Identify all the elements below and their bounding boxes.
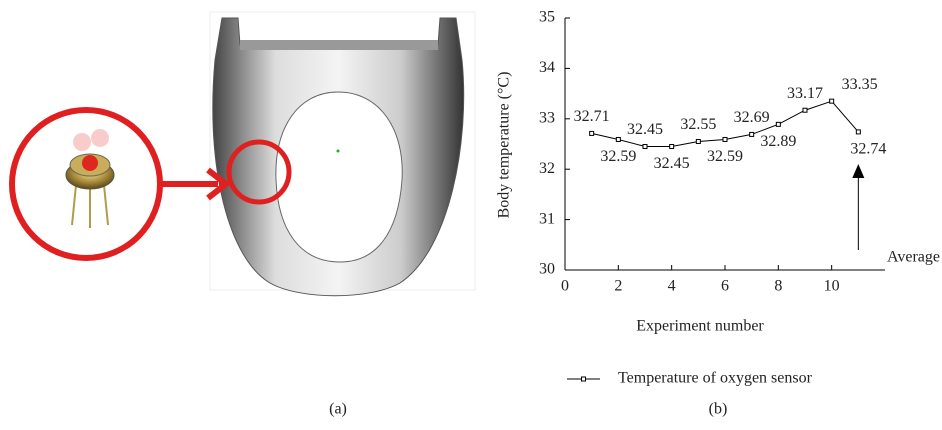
data-label: 33.35 <box>842 76 878 93</box>
y-tick-label: 33 <box>539 109 555 126</box>
y-axis-label: Body temperature (°C) <box>496 72 513 219</box>
point-marker <box>643 145 647 149</box>
illustration <box>12 12 475 296</box>
y-tick-label: 30 <box>539 261 555 278</box>
point-marker <box>856 130 860 134</box>
point-marker <box>830 99 834 103</box>
y-tick-label: 35 <box>539 9 555 26</box>
data-label: 33.17 <box>787 85 823 102</box>
figure: (a) (b) Experiment number Body temperatu… <box>0 0 942 430</box>
point-marker <box>590 131 594 135</box>
x-axis-label: Experiment number <box>636 318 764 335</box>
x-tick-label: 8 <box>774 278 782 295</box>
panel-label: (a) <box>329 401 347 418</box>
hinge <box>240 40 438 50</box>
data-label: 32.59 <box>707 148 743 165</box>
x-tick-label: 10 <box>824 278 840 295</box>
point-marker <box>803 108 807 112</box>
sensor <box>66 129 114 228</box>
x-tick-label: 4 <box>668 278 676 295</box>
y-tick-label: 32 <box>539 160 555 177</box>
data-label: 32.69 <box>734 109 770 126</box>
data-label: 32.45 <box>654 155 690 172</box>
seat-hole <box>276 92 402 262</box>
y-tick-label: 34 <box>539 59 555 76</box>
point-marker <box>696 139 700 143</box>
x-tick-label: 2 <box>614 278 622 295</box>
panel-label: (b) <box>709 401 728 418</box>
x-tick-label: 0 <box>561 278 569 295</box>
y-tick-label: 31 <box>539 210 555 227</box>
data-label: 32.45 <box>627 121 663 138</box>
data-label: 32.89 <box>760 133 796 150</box>
point-marker <box>776 122 780 126</box>
x-tick-label: 6 <box>721 278 729 295</box>
legend-label: Temperature of oxygen sensor <box>618 370 813 387</box>
data-label: 32.71 <box>574 108 610 125</box>
data-label: 32.55 <box>680 116 716 133</box>
point-marker <box>670 145 674 149</box>
annotation-arrow-head <box>852 164 864 178</box>
legend-marker <box>582 377 586 381</box>
point-marker <box>723 137 727 141</box>
point-marker <box>750 132 754 136</box>
data-label: 32.74 <box>850 141 886 158</box>
point-marker <box>616 137 620 141</box>
data-label: 32.59 <box>600 148 636 165</box>
annotation: Average <box>887 249 940 266</box>
center-dot <box>337 150 340 153</box>
